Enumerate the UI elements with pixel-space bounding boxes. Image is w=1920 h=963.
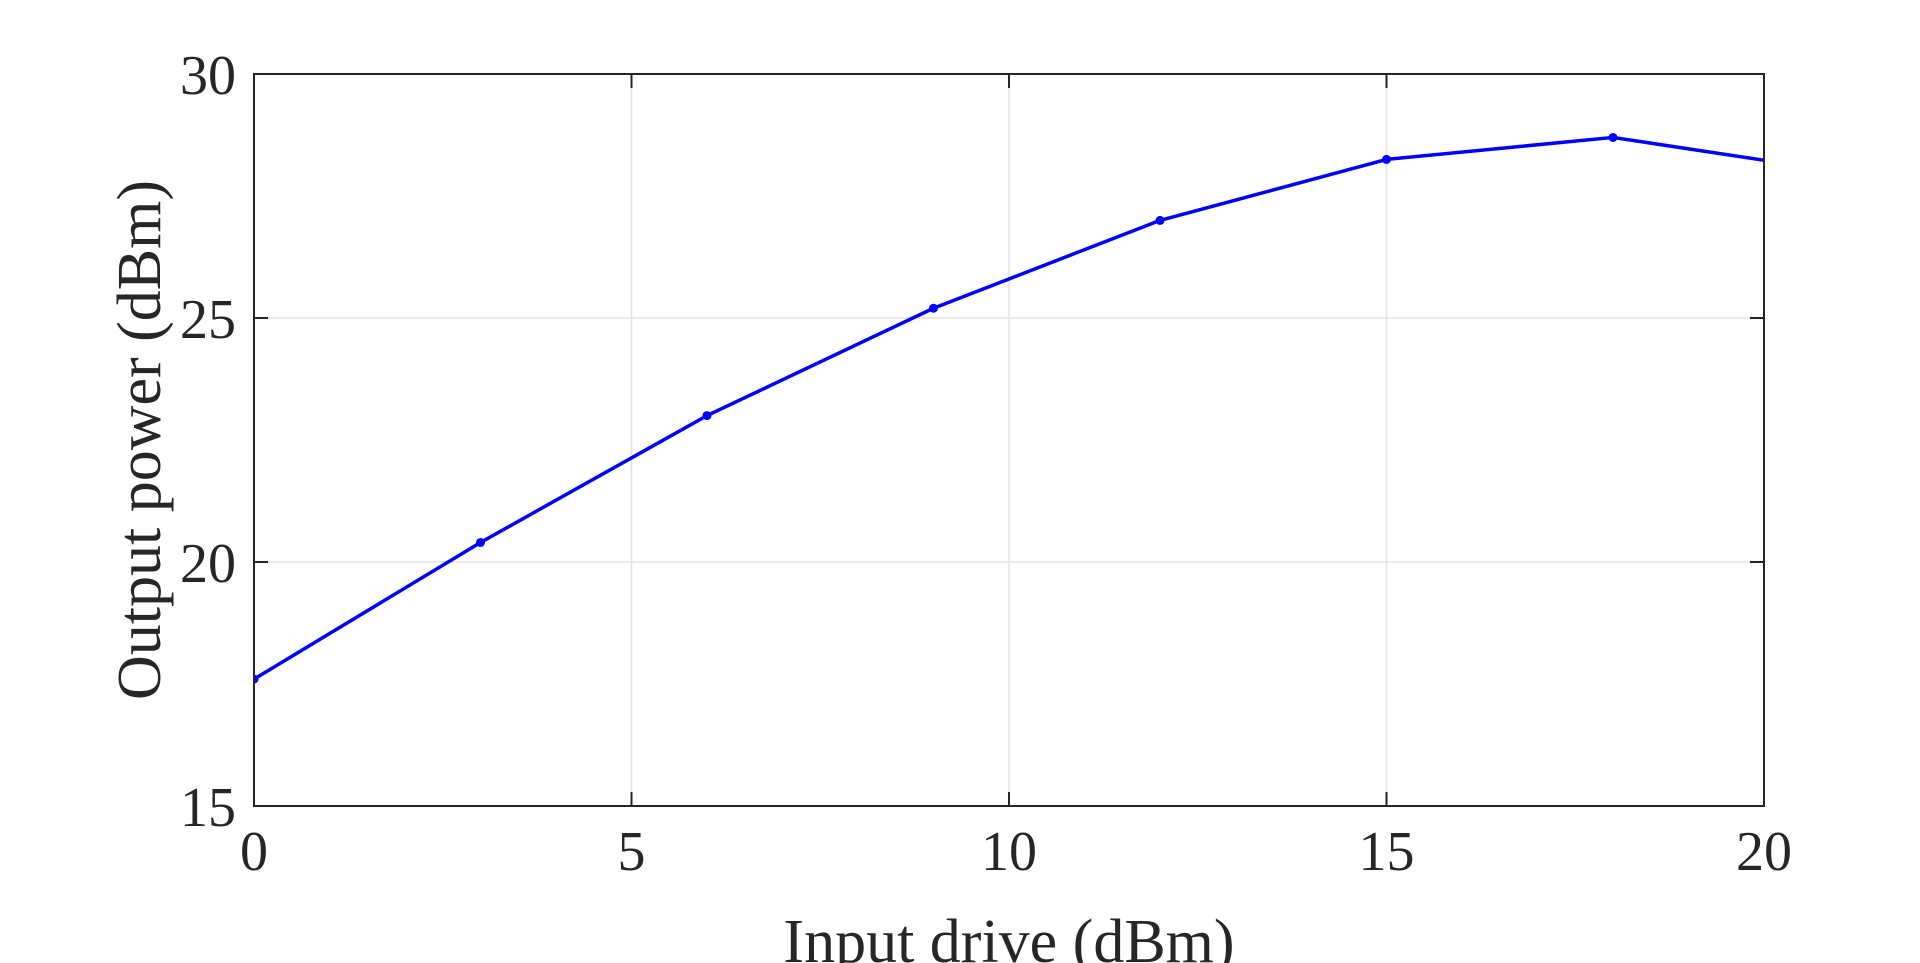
data-point xyxy=(929,303,938,313)
y-tick-label: 30 xyxy=(180,45,236,107)
y-tick-label: 15 xyxy=(180,777,236,839)
data-point xyxy=(1835,167,1844,176)
x-tick-label: 0 xyxy=(240,821,268,883)
x-tick-label: 5 xyxy=(618,821,646,883)
series-layer xyxy=(254,132,1844,684)
series-line xyxy=(254,135,1764,681)
y-tick-label: 20 xyxy=(180,533,236,595)
y-tick-label: 25 xyxy=(180,289,236,351)
gridlines xyxy=(254,74,1764,806)
x-tick-label: 10 xyxy=(981,821,1037,883)
data-point xyxy=(1608,132,1618,142)
data-point xyxy=(1382,154,1391,164)
x-tick-label: 20 xyxy=(1736,821,1792,883)
x-tick-label: 15 xyxy=(1359,821,1415,883)
data-point xyxy=(476,537,485,547)
x-axis-title: Input drive (dBm) xyxy=(783,908,1234,963)
data-point xyxy=(702,411,712,421)
y-axis-title: Output power (dBm) xyxy=(106,180,174,700)
data-point xyxy=(254,674,259,684)
ticks: 0 5 10 15 20 15 20 25 30 xyxy=(180,45,1792,883)
data-point xyxy=(1155,215,1165,225)
